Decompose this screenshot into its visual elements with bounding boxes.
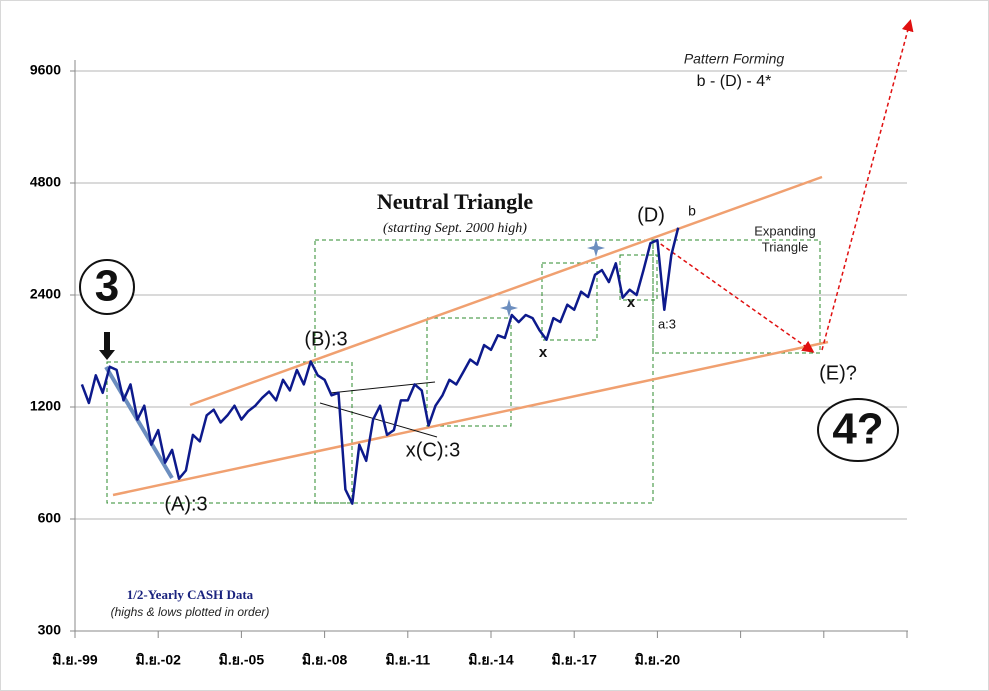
y-tick-label: 1200 bbox=[30, 398, 61, 414]
annotation: x bbox=[539, 344, 548, 361]
wave-circle bbox=[817, 398, 899, 462]
annotation: x(C):3 bbox=[406, 439, 460, 461]
x-tick-label: มิ.ย.-17 bbox=[551, 652, 597, 668]
annotation: Expanding bbox=[754, 223, 815, 238]
annotation: Triangle bbox=[762, 239, 808, 254]
x-tick-label: มิ.ย.-99 bbox=[52, 652, 98, 668]
lower-trendline bbox=[112, 340, 829, 497]
wave-a-line bbox=[104, 365, 174, 480]
y-tick-label: 4800 bbox=[30, 174, 61, 190]
annotation: x bbox=[627, 294, 636, 311]
x-tick-label: มิ.ย.-05 bbox=[219, 652, 265, 668]
y-tick-label: 2400 bbox=[30, 286, 61, 302]
price-line bbox=[80, 227, 680, 505]
wave-box bbox=[426, 317, 512, 427]
y-tick-label: 300 bbox=[38, 622, 62, 638]
projection-arrow bbox=[821, 19, 914, 351]
wave-circle bbox=[79, 259, 135, 315]
x-tick-label: มิ.ย.-08 bbox=[302, 652, 348, 668]
overlays bbox=[79, 19, 914, 504]
annotation: (highs & lows plotted in order) bbox=[111, 605, 270, 619]
annotation: 4? bbox=[832, 405, 883, 454]
star bbox=[500, 299, 518, 317]
wave-line bbox=[329, 381, 436, 394]
wave-box bbox=[619, 254, 658, 301]
annotation: (D) bbox=[637, 204, 665, 226]
annotation: b - (D) - 4* bbox=[697, 73, 772, 90]
annotation: Neutral Triangle bbox=[377, 189, 533, 214]
annotation: (A):3 bbox=[164, 493, 207, 515]
annotation: (B):3 bbox=[304, 328, 347, 350]
annotation: 3 bbox=[95, 262, 119, 311]
x-tick-label: มิ.ย.-20 bbox=[635, 652, 681, 668]
annotation: 1/2-Yearly CASH Data bbox=[127, 587, 254, 602]
annotation: a:3 bbox=[658, 316, 676, 331]
x-tick-label: มิ.ย.-02 bbox=[135, 652, 181, 668]
wave-box bbox=[541, 262, 598, 341]
wave-box bbox=[106, 361, 353, 504]
annotation: b bbox=[688, 203, 696, 219]
annotation: (E)? bbox=[819, 362, 857, 384]
annotation: Pattern Forming bbox=[684, 51, 785, 67]
y-tick-label: 600 bbox=[38, 510, 62, 526]
down-arrow bbox=[99, 332, 115, 360]
star bbox=[587, 239, 605, 257]
x-tick-label: มิ.ย.-11 bbox=[385, 652, 430, 668]
y-tick-label: 9600 bbox=[30, 62, 61, 78]
annotation: (starting Sept. 2000 high) bbox=[383, 221, 527, 236]
upper-trendline bbox=[189, 175, 823, 407]
x-tick-label: มิ.ย.-14 bbox=[468, 652, 514, 668]
wave-box bbox=[314, 239, 654, 504]
